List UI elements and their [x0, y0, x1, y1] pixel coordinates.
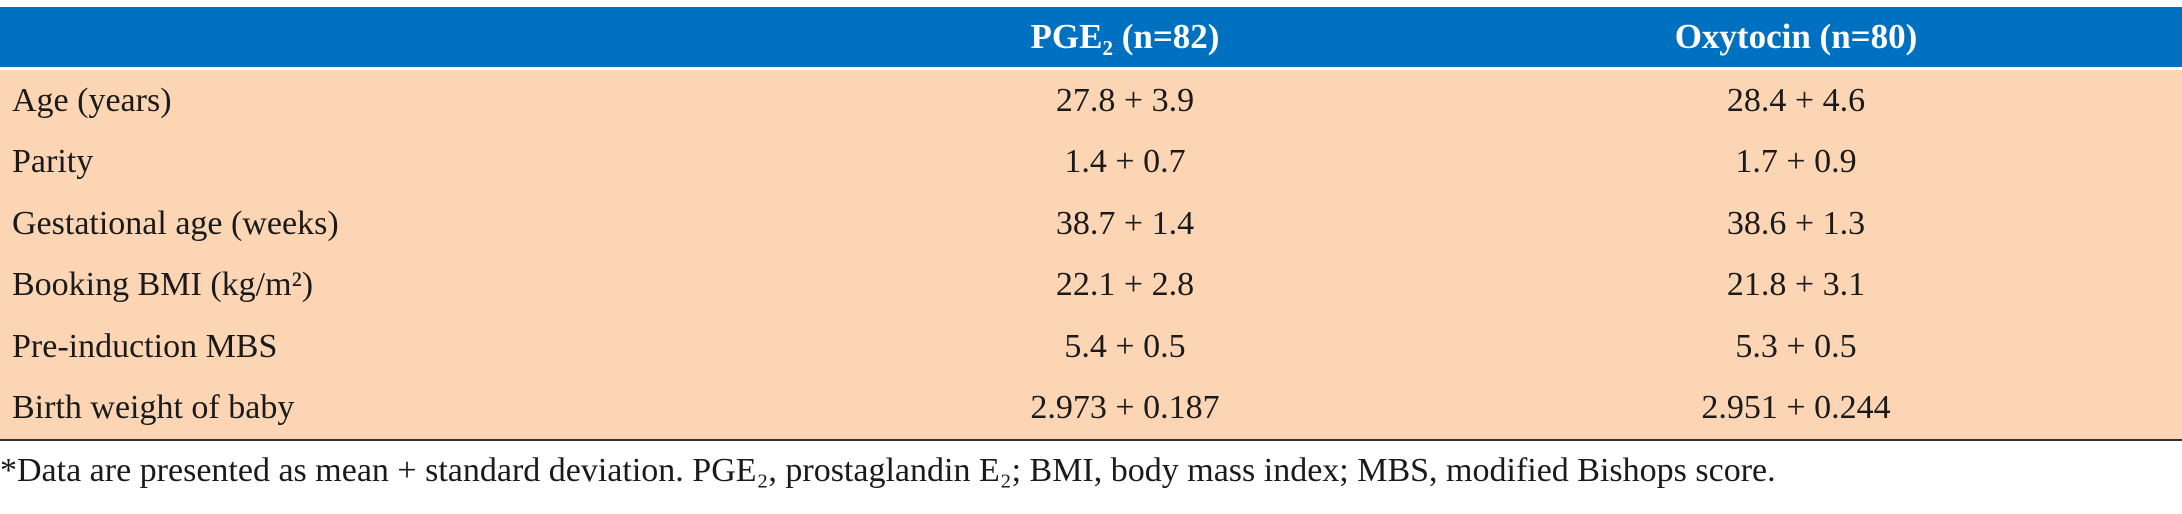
table-row: Pre-induction MBS 5.4 + 0.5 5.3 + 0.5 [0, 316, 2182, 378]
value-cell: 1.7 + 0.9 [1410, 131, 2182, 193]
value-cell: 2.951 + 0.244 [1410, 377, 2182, 441]
header-cell [0, 7, 840, 70]
header-cell: Oxytocin (n=80) [1410, 7, 2182, 70]
value-cell: 2.973 + 0.187 [840, 377, 1410, 441]
value-cell: 28.4 + 4.6 [1410, 68, 2182, 132]
header-cell: PGE₂ (n=82) [840, 7, 1410, 70]
value-cell: 38.6 + 1.3 [1410, 193, 2182, 255]
row-label: Birth weight of baby [0, 377, 840, 441]
value-cell: 1.4 + 0.7 [840, 131, 1410, 193]
header-row: PGE₂ (n=82) Oxytocin (n=80) [0, 7, 2182, 70]
value-cell: 38.7 + 1.4 [840, 193, 1410, 255]
value-cell: 27.8 + 3.9 [840, 68, 1410, 132]
row-label: Pre-induction MBS [0, 316, 840, 378]
row-label: Booking BMI (kg/m²) [0, 254, 840, 316]
table-row: Booking BMI (kg/m²) 22.1 + 2.8 21.8 + 3.1 [0, 254, 2182, 316]
value-cell: 5.4 + 0.5 [840, 316, 1410, 378]
row-label: Parity [0, 131, 840, 193]
value-cell: 5.3 + 0.5 [1410, 316, 2182, 378]
row-label: Gestational age (weeks) [0, 193, 840, 255]
data-table: PGE₂ (n=82) Oxytocin (n=80) Age (years) 2… [0, 7, 2182, 441]
table-row: Birth weight of baby 2.973 + 0.187 2.951 +… [0, 377, 2182, 441]
table-body: Age (years) 27.8 + 3.9 28.4 + 4.6 Parity 1.4… [0, 68, 2182, 441]
table-row: Gestational age (weeks) 38.7 + 1.4 38.6 + … [0, 193, 2182, 255]
value-cell: 21.8 + 3.1 [1410, 254, 2182, 316]
table-row: Age (years) 27.8 + 3.9 28.4 + 4.6 [0, 68, 2182, 132]
table-row: Parity 1.4 + 0.7 1.7 + 0.9 [0, 131, 2182, 193]
footnote: *Data are presented as mean + standard d… [0, 452, 2182, 490]
value-cell: 22.1 + 2.8 [840, 254, 1410, 316]
row-label: Age (years) [0, 68, 840, 132]
